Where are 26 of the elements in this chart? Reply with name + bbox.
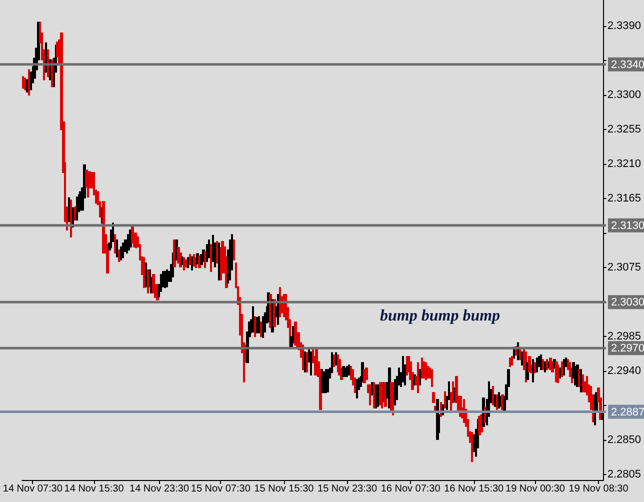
ref-line-label: 2.3340 — [611, 58, 644, 71]
y-tick-label: 2.2850 — [607, 434, 642, 446]
x-tick-label: 14 Nov 07:30 — [2, 484, 63, 494]
y-tick-label: 2.3300 — [607, 89, 642, 102]
x-tick-label: 16 Nov 15:30 — [444, 484, 504, 494]
x-tick-label: 15 Nov 15:30 — [254, 484, 314, 494]
ref-line-label: 2.3130 — [611, 220, 644, 232]
x-tick-label: 14 Nov 23:30 — [130, 484, 190, 494]
annotation: bump bump bump — [380, 308, 500, 324]
y-tick-label: 2.3390 — [607, 20, 642, 32]
ref-line-label: 2.2970 — [611, 342, 644, 355]
y-tick-label: 2.3165 — [607, 192, 642, 205]
y-tick-label: 2.2985 — [607, 330, 642, 343]
x-tick-label: 19 Nov 08:30 — [568, 484, 629, 494]
x-tick-label: 14 Nov 15:30 — [64, 484, 124, 494]
y-tick-label: 2.2940 — [607, 365, 642, 378]
x-tick-label: 16 Nov 07:30 — [380, 484, 441, 494]
ref-line-label: 2.3030 — [611, 296, 644, 309]
y-tick-label: 2.2805 — [607, 468, 642, 481]
x-tick-label: 15 Nov 23:30 — [318, 484, 378, 494]
x-tick-label: 19 Nov 00:30 — [506, 484, 566, 494]
y-tick-label: 2.3255 — [607, 124, 642, 136]
ref-line-label: 2.2887 — [611, 406, 644, 418]
y-tick-label: 2.3075 — [607, 262, 642, 274]
y-tick-label: 2.3210 — [607, 158, 642, 170]
x-tick-label: 15 Nov 07:30 — [190, 484, 251, 494]
